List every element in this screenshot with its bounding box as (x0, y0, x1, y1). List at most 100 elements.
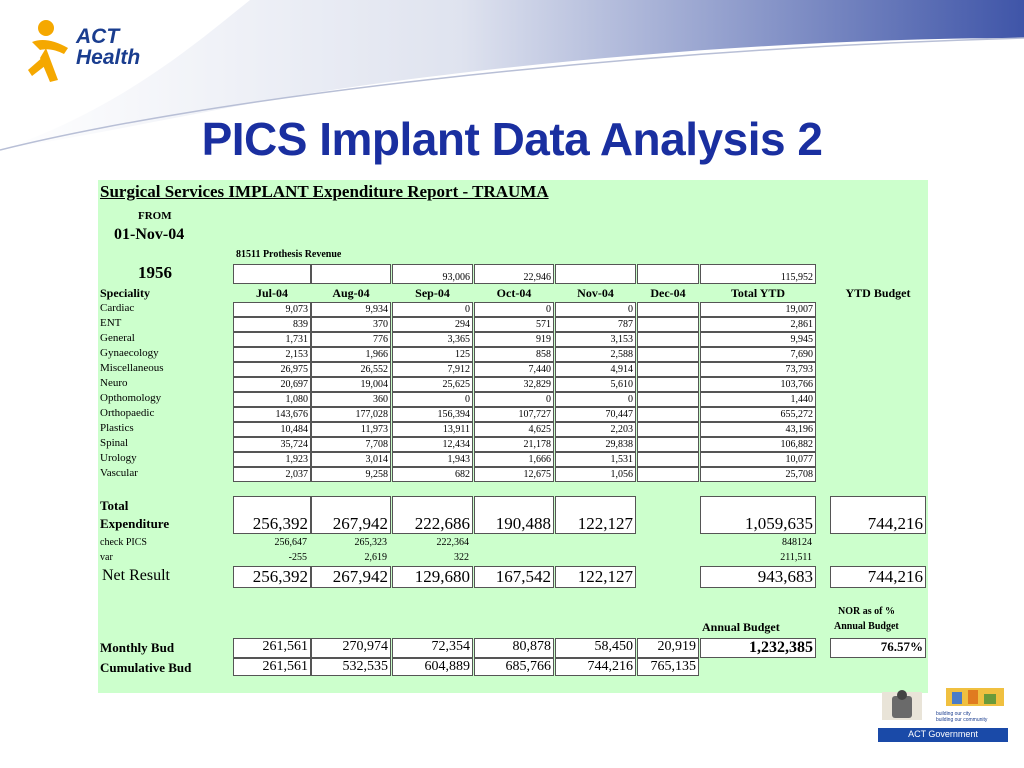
specialty-value: 4,914 (555, 362, 636, 377)
specialty-value: 12,675 (474, 467, 554, 482)
var-value: 211,511 (780, 552, 812, 563)
specialty-value: 9,258 (311, 467, 391, 482)
specialty-value: 7,912 (392, 362, 473, 377)
column-header: Total YTD (730, 286, 786, 300)
net-result-cell: 267,942 (311, 566, 391, 588)
net-result-label: Net Result (102, 567, 170, 584)
specialty-value: 12,434 (392, 437, 473, 452)
specialty-value: 7,440 (474, 362, 554, 377)
monthly-bud-cell: 80,878 (474, 638, 554, 658)
specialty-value (637, 302, 699, 317)
specialty-value: 21,178 (474, 437, 554, 452)
nor-percent-cell: 76.57% (830, 638, 926, 658)
column-header: Dec-04 (650, 286, 686, 300)
specialty-value: 3,153 (555, 332, 636, 347)
annual-budget-label: Annual Budget (702, 620, 780, 634)
gov-label: ACT Government (908, 729, 978, 739)
specialty-value: 103,766 (700, 377, 816, 392)
specialty-name: Opthomology (100, 392, 162, 404)
net-result-cell: 256,392 (233, 566, 311, 588)
specialty-value: 0 (555, 302, 636, 317)
specialty-value: 13,911 (392, 422, 473, 437)
specialty-value: 0 (392, 392, 473, 407)
var-value: 322 (454, 552, 469, 563)
specialty-value: 26,975 (233, 362, 311, 377)
monthly-bud-cell: 270,974 (311, 638, 391, 658)
annual-budget-value: 1,232,385 (700, 638, 816, 658)
specialty-value: 839 (233, 317, 311, 332)
revenue-cell: 22,946 (474, 264, 554, 284)
specialty-value: 25,625 (392, 377, 473, 392)
specialty-value: 26,552 (311, 362, 391, 377)
net-result-cell: 167,542 (474, 566, 554, 588)
specialty-value: 70,447 (555, 407, 636, 422)
net-ytd-budget-cell: 744,216 (830, 566, 926, 588)
specialty-name: Cardiac (100, 302, 135, 314)
net-result-cell: 943,683 (700, 566, 816, 588)
specialty-name: Orthopaedic (100, 407, 155, 419)
specialty-name: Gynaecology (100, 347, 159, 359)
specialty-value: 43,196 (700, 422, 816, 437)
revenue-cell (311, 264, 391, 284)
specialty-value: 919 (474, 332, 554, 347)
specialty-value: 10,484 (233, 422, 311, 437)
specialty-value: 1,080 (233, 392, 311, 407)
specialty-name: Urology (100, 452, 137, 464)
specialty-value: 682 (392, 467, 473, 482)
gov-slogan: building our city building our community (936, 711, 987, 723)
specialty-value: 1,666 (474, 452, 554, 467)
specialty-name: ENT (100, 317, 122, 329)
gov-slogan-1: building our city (936, 711, 971, 717)
column-header: Aug-04 (332, 286, 370, 300)
cumulative-bud-cell: 604,889 (392, 658, 473, 676)
check-pics-value: 222,364 (436, 537, 470, 548)
specialty-value: 9,934 (311, 302, 391, 317)
from-date: 01-Nov-04 (114, 226, 185, 243)
net-result-cell: 129,680 (392, 566, 473, 588)
check-pics-value: 256,647 (274, 537, 308, 548)
nor-label-2: Annual Budget (834, 621, 899, 632)
specialty-value: 7,708 (311, 437, 391, 452)
cumulative-bud-cell: 685,766 (474, 658, 554, 676)
specialty-value: 9,073 (233, 302, 311, 317)
specialty-name: Miscellaneous (100, 362, 164, 374)
specialty-value: 2,037 (233, 467, 311, 482)
revenue-cell (555, 264, 636, 284)
check-label: check PICS (100, 537, 147, 548)
specialty-value: 1,943 (392, 452, 473, 467)
specialty-value (637, 317, 699, 332)
specialty-value: 3,014 (311, 452, 391, 467)
specialty-value: 294 (392, 317, 473, 332)
revenue-label: 81511 Prothesis Revenue (236, 249, 342, 260)
logo-wordmark: ACT Health (76, 26, 140, 68)
specialty-value: 5,610 (555, 377, 636, 392)
from-label: FROM (138, 210, 172, 222)
revenue-cell (637, 264, 699, 284)
logo-line-1: ACT (76, 25, 120, 48)
specialty-value: 29,838 (555, 437, 636, 452)
check-pics-value: 265,323 (354, 537, 388, 548)
specialty-value: 1,731 (233, 332, 311, 347)
specialty-value: 4,625 (474, 422, 554, 437)
specialty-value: 19,004 (311, 377, 391, 392)
column-header: Sep-04 (415, 286, 450, 300)
act-health-logo (28, 20, 68, 82)
specialty-value: 858 (474, 347, 554, 362)
gov-slogan-2: building our community (936, 717, 988, 723)
ytd-budget-header: YTD Budget (845, 286, 911, 300)
total-label-1: Total (100, 498, 129, 513)
specialty-value: 3,365 (392, 332, 473, 347)
total-label-2: Expenditure (100, 516, 170, 531)
specialty-value: 143,676 (233, 407, 311, 422)
check-pics-value: 848124 (782, 537, 812, 548)
revenue-cell: 93,006 (392, 264, 473, 284)
var-label: var (100, 552, 113, 563)
specialty-name: General (100, 332, 135, 344)
specialty-value: 9,945 (700, 332, 816, 347)
specialty-value: 1,966 (311, 347, 391, 362)
specialty-name: Neuro (100, 377, 128, 389)
specialty-value: 0 (474, 302, 554, 317)
report-heading: Surgical Services IMPLANT Expenditure Re… (100, 182, 549, 201)
var-value: -255 (288, 552, 307, 563)
specialty-value: 19,007 (700, 302, 816, 317)
